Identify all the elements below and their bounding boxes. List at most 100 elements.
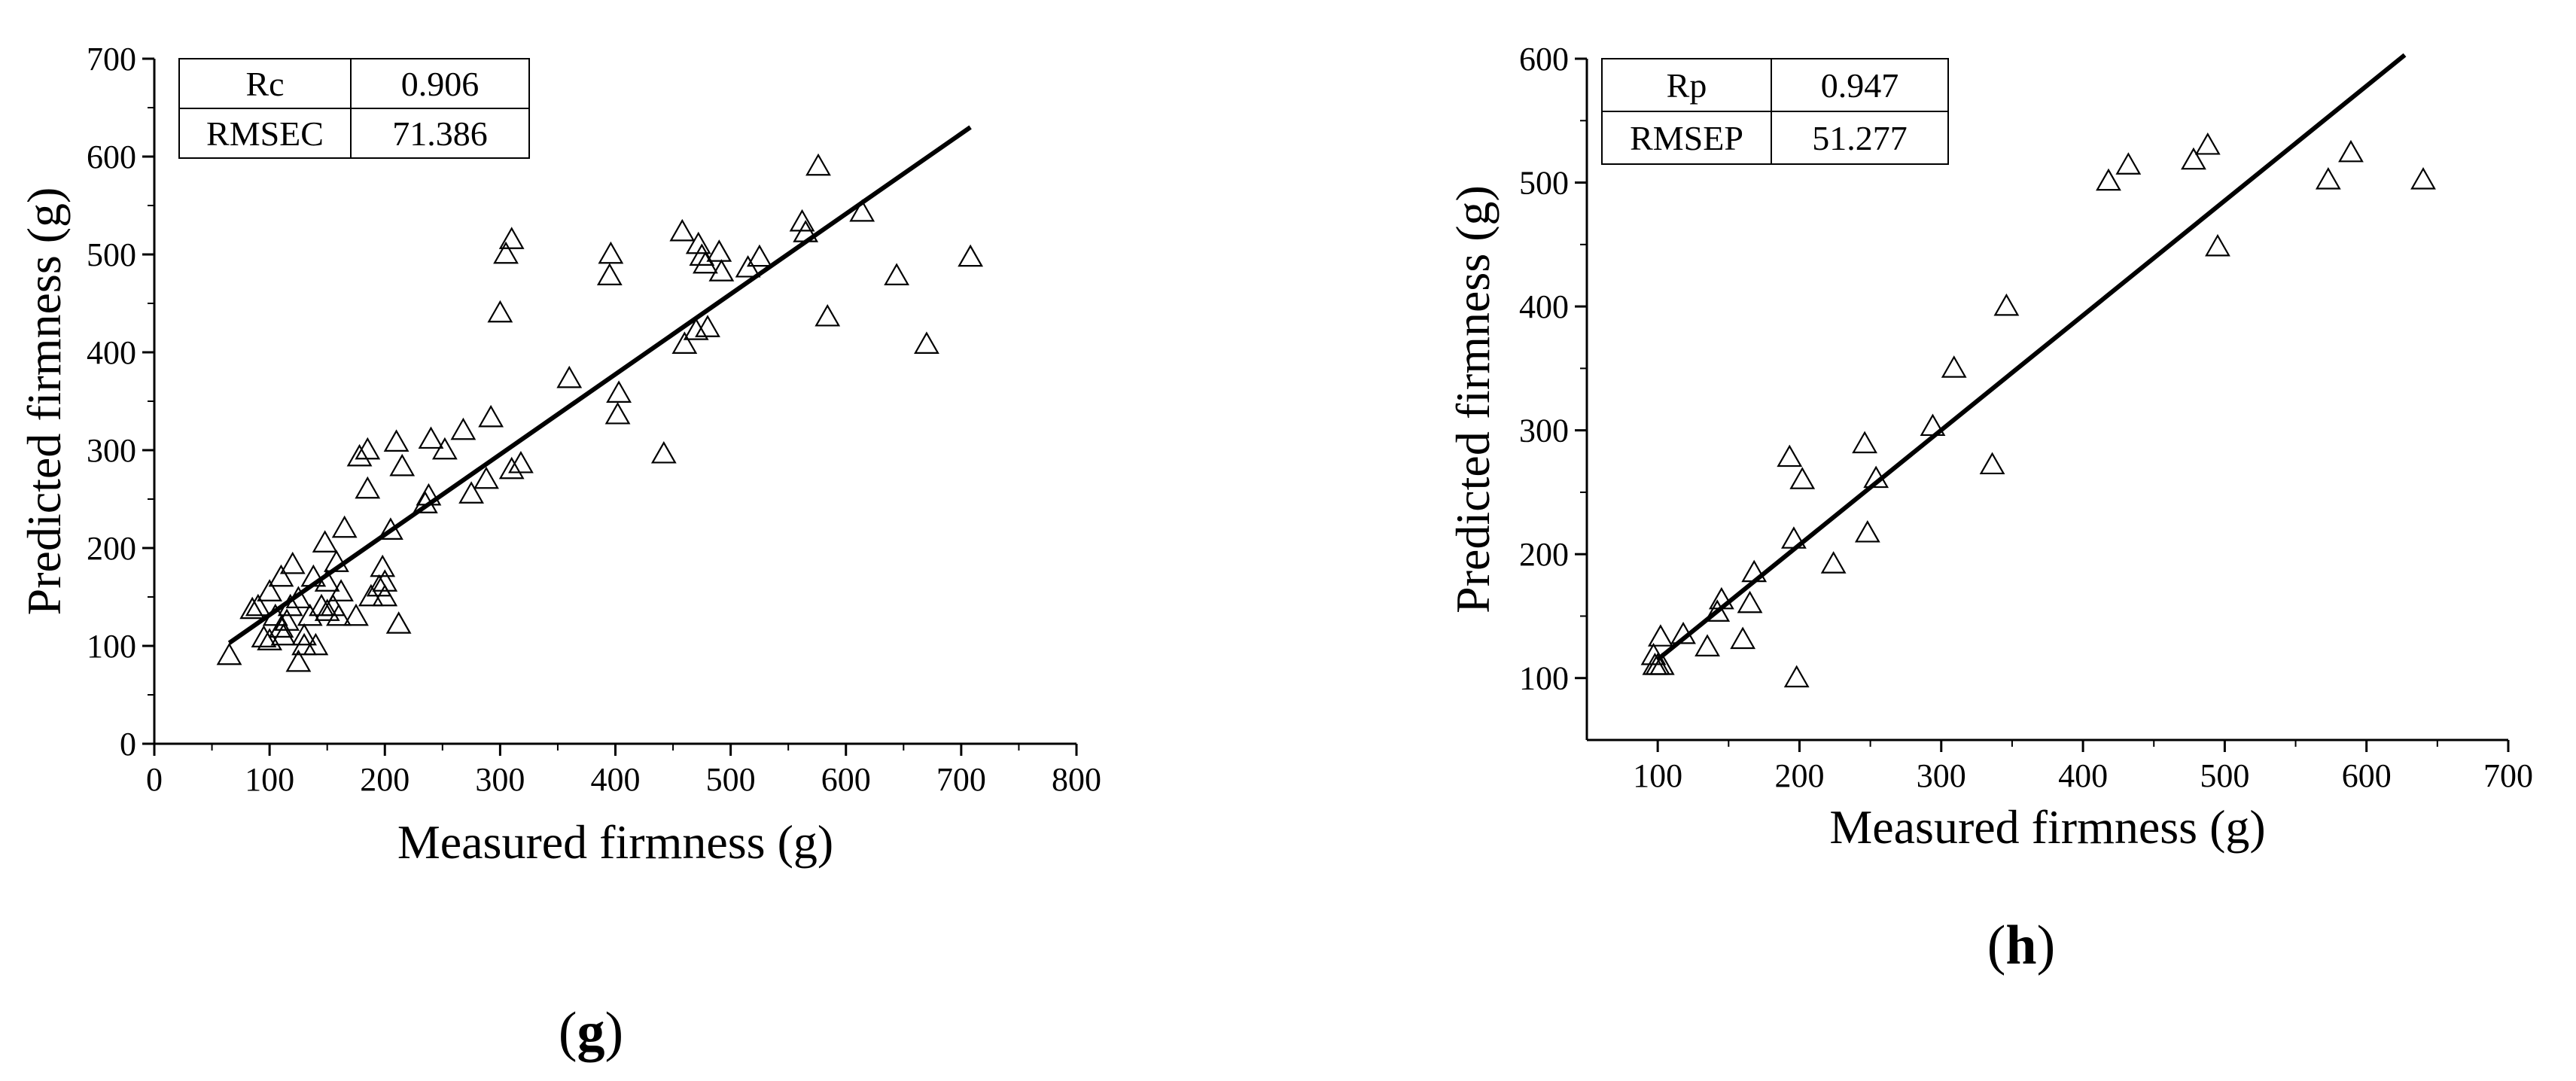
chart-panel-h: 100 200 300 400 500 600 700 100 200 300 400 500 600…: [1446, 41, 2533, 976]
y-tick-label: 400: [87, 334, 136, 371]
y-tick-labels: 0 100 200 300 400 500 600 700: [87, 41, 136, 763]
data-point: [487, 300, 513, 323]
y-tick-label: 300: [1519, 413, 1569, 449]
data-point: [884, 263, 910, 285]
data-point: [1854, 519, 1880, 543]
x-tick-labels: 0 100 200 300 400 500 600 700 800: [146, 761, 1101, 798]
data-point: [324, 550, 349, 572]
data-point: [2194, 132, 2221, 155]
data-point: [671, 331, 698, 354]
tick-marks: [142, 57, 1078, 756]
data-point: [279, 551, 306, 574]
data-point: [650, 440, 677, 464]
data-point: [1783, 665, 1810, 688]
data-point: [257, 579, 283, 601]
panel-label-g: (g): [559, 1001, 623, 1063]
x-tick-label: 600: [2342, 757, 2392, 794]
data-point: [2205, 233, 2230, 257]
fit-line: [1656, 53, 2407, 662]
y-tick-label: 600: [1519, 41, 1569, 78]
data-point: [274, 608, 300, 631]
data-point: [370, 554, 396, 577]
data-point: [1649, 653, 1675, 675]
y-tick-label: 400: [1519, 288, 1569, 325]
data-point: [314, 598, 340, 621]
x-tick-labels: 100 200 300 400 500 600 700: [1633, 757, 2533, 794]
data-point: [596, 263, 623, 285]
data-point: [695, 315, 720, 337]
x-tick-label: 300: [1917, 757, 1966, 794]
data-point: [458, 481, 484, 504]
data-point: [1730, 626, 1756, 650]
x-tick-label: 600: [821, 761, 871, 798]
data-point: [2410, 167, 2436, 190]
x-tick-label: 0: [146, 761, 163, 798]
y-axis-title: Predicted firmness (g): [17, 187, 71, 616]
y-tick-label: 700: [87, 41, 136, 78]
data-point: [1741, 559, 1768, 583]
y-tick-labels: 100 200 300 400 500 600: [1519, 41, 1569, 697]
stat-name-rmsec: RMSEC: [206, 114, 324, 153]
stat-value-rmsep: 51.277: [1812, 119, 1908, 157]
data-point: [2096, 168, 2121, 191]
data-point: [1852, 431, 1877, 454]
x-tick-label: 800: [1052, 761, 1101, 798]
y-tick-label: 500: [87, 236, 136, 273]
data-point: [2338, 139, 2364, 163]
data-point: [493, 241, 519, 264]
x-tick-label: 700: [2483, 757, 2533, 794]
data-point: [689, 243, 715, 266]
data-point: [1941, 355, 1967, 378]
stat-name-rc: Rc: [245, 65, 284, 103]
data-point: [268, 615, 294, 638]
data-point: [239, 596, 266, 620]
data-point: [2115, 152, 2142, 175]
data-point: [2315, 167, 2341, 190]
data-point: [346, 443, 373, 467]
data-point: [418, 426, 444, 449]
x-tick-label: 500: [2200, 757, 2249, 794]
data-point: [1789, 467, 1816, 489]
tick-marks: [1575, 57, 2510, 752]
data-point: [328, 579, 354, 601]
stat-value-rc: 0.906: [401, 65, 480, 103]
x-tick-label: 100: [245, 761, 294, 798]
data-point: [683, 318, 709, 340]
data-points: [216, 153, 984, 672]
chart-panel-g: 0 100 200 300 400 500 600 700 800 0 100 200 300 400 5…: [17, 41, 1101, 1063]
data-point: [498, 227, 525, 249]
data-point: [693, 251, 718, 274]
data-point: [270, 623, 297, 646]
x-tick-label: 400: [591, 761, 641, 798]
x-tick-label: 300: [475, 761, 525, 798]
data-point: [708, 259, 735, 282]
data-point: [268, 564, 294, 587]
data-point: [1820, 551, 1847, 574]
x-tick-label: 500: [706, 761, 756, 798]
data-point: [789, 209, 815, 232]
data-point: [383, 429, 410, 452]
stats-table: Rp 0.947 RMSEP 51.277: [1601, 58, 1949, 165]
data-point: [389, 453, 416, 477]
data-point: [450, 417, 477, 440]
y-tick-label: 300: [87, 432, 136, 469]
data-point: [312, 530, 338, 553]
data-point: [1640, 642, 1667, 665]
data-point: [326, 603, 352, 626]
axes-frame: [1585, 59, 2508, 741]
y-tick-label: 600: [87, 139, 136, 175]
y-axis-title: Predicted firmness (g): [1446, 185, 1500, 614]
data-point: [706, 239, 732, 262]
y-tick-label: 100: [1519, 660, 1569, 697]
x-tick-label: 100: [1633, 757, 1682, 794]
data-point: [285, 649, 312, 672]
fit-line: [227, 125, 972, 645]
data-point: [216, 642, 242, 665]
x-tick-label: 200: [1774, 757, 1824, 794]
data-point: [1737, 590, 1763, 614]
data-point: [1648, 624, 1673, 647]
data-point: [958, 244, 984, 267]
stat-value-rp: 0.947: [1821, 66, 1899, 105]
data-point: [598, 241, 624, 264]
